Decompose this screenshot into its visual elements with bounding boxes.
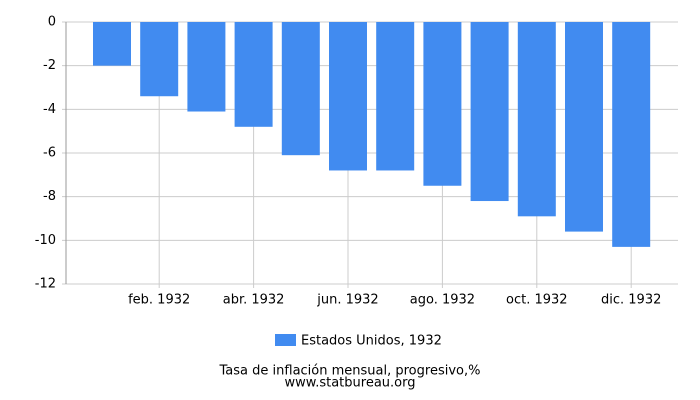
y-tick-label: -10 bbox=[35, 233, 56, 248]
x-tick-label: dic. 1932 bbox=[601, 293, 661, 308]
x-tick-label: abr. 1932 bbox=[223, 293, 285, 308]
y-tick-label: -8 bbox=[43, 189, 56, 204]
bar bbox=[187, 22, 226, 112]
bar bbox=[423, 22, 462, 186]
legend-swatch bbox=[275, 334, 296, 346]
x-tick-label: jun. 1932 bbox=[316, 293, 378, 308]
bar bbox=[376, 22, 415, 171]
chart-source: www.statbureau.org bbox=[285, 376, 416, 391]
bar bbox=[612, 22, 651, 247]
y-tick-label: -12 bbox=[35, 277, 56, 292]
x-tick-label: oct. 1932 bbox=[506, 293, 568, 308]
chart-caption: Tasa de inflación mensual, progresivo,% bbox=[219, 364, 481, 379]
bar bbox=[565, 22, 603, 232]
bar bbox=[470, 22, 509, 202]
bar bbox=[140, 22, 179, 97]
bar bbox=[329, 22, 367, 171]
y-tick-label: -4 bbox=[43, 102, 56, 117]
y-tick-label: -6 bbox=[43, 146, 56, 161]
x-tick-label: ago. 1932 bbox=[410, 293, 475, 308]
legend-label: Estados Unidos, 1932 bbox=[301, 334, 442, 349]
bar bbox=[281, 22, 320, 156]
y-tick-label: -2 bbox=[43, 58, 56, 73]
bar bbox=[234, 22, 273, 127]
bar bbox=[517, 22, 556, 217]
bar bbox=[93, 22, 131, 66]
x-tick-label: feb. 1932 bbox=[128, 293, 190, 308]
y-tick-label: 0 bbox=[48, 15, 56, 30]
